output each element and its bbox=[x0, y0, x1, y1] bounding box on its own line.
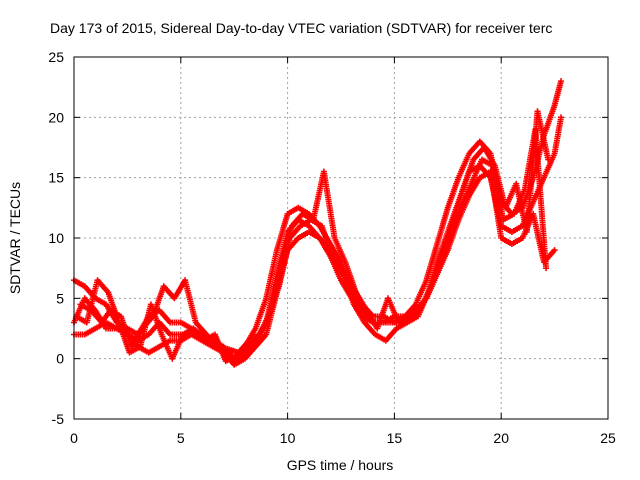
series-track-e bbox=[73, 126, 550, 365]
y-tick-label: 10 bbox=[48, 230, 64, 246]
x-tick-label: 0 bbox=[70, 430, 78, 446]
y-axis-ticks: -5 0 5 10 15 20 25 bbox=[48, 49, 608, 427]
x-axis-label: GPS time / hours bbox=[287, 457, 394, 473]
chart-title: Day 173 of 2015, Sidereal Day-to-day VTE… bbox=[50, 20, 552, 36]
y-axis-label: SDTVAR / TECUs bbox=[7, 182, 23, 294]
x-axis-ticks: 0 5 10 15 20 25 bbox=[70, 57, 616, 446]
x-tick-label: 20 bbox=[493, 430, 509, 446]
x-tick-label: 25 bbox=[600, 430, 616, 446]
y-tick-label: -5 bbox=[52, 411, 65, 427]
x-tick-label: 5 bbox=[177, 430, 185, 446]
y-tick-label: 15 bbox=[48, 170, 64, 186]
y-tick-label: 5 bbox=[56, 290, 64, 306]
x-tick-label: 15 bbox=[387, 430, 403, 446]
y-tick-label: 20 bbox=[48, 109, 64, 125]
y-tick-label: 0 bbox=[56, 351, 64, 367]
x-tick-label: 10 bbox=[280, 430, 296, 446]
data-point-markers bbox=[73, 126, 550, 365]
y-tick-label: 25 bbox=[48, 49, 64, 65]
